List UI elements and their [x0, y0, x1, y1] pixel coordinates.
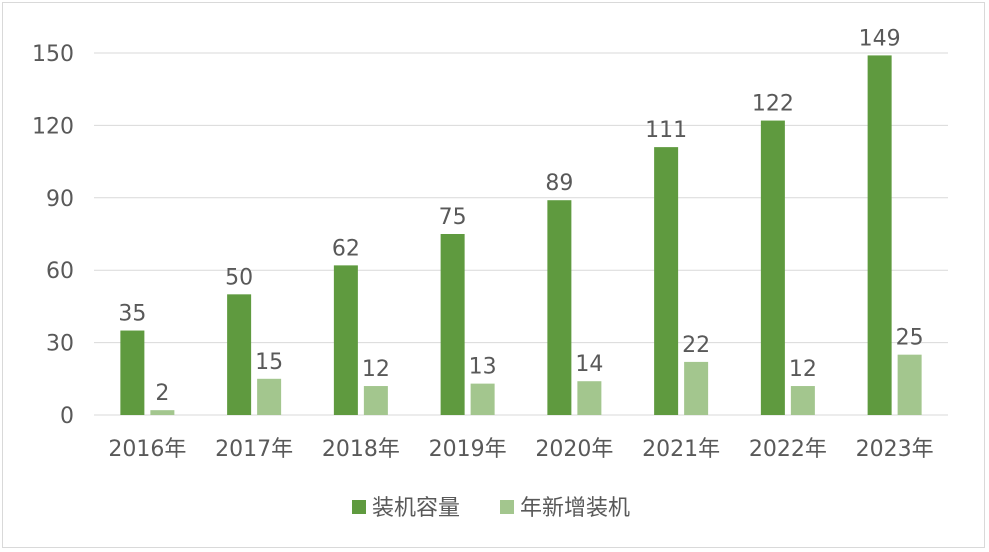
- bars: [120, 55, 922, 416]
- data-label: 12: [789, 357, 817, 382]
- y-tick-label: 120: [32, 114, 74, 139]
- bar-capacity: [440, 234, 465, 415]
- x-tick-label: 2017年: [215, 437, 293, 462]
- data-label: 35: [118, 302, 146, 327]
- y-tick-label: 90: [46, 187, 74, 212]
- x-axis-ticks: 2016年 2017年 2018年 2019年 2020年 2021年 2022年 2023年: [108, 437, 933, 462]
- bar-new-installed: [790, 386, 815, 415]
- data-label: 149: [859, 26, 901, 51]
- bar-capacity: [867, 55, 892, 416]
- bar-new-installed: [257, 378, 282, 415]
- legend: 装机容量 年新增装机: [352, 496, 630, 521]
- data-label: 14: [575, 352, 603, 377]
- x-tick-label: 2020年: [535, 437, 613, 462]
- x-tick-label: 2023年: [856, 437, 934, 462]
- data-label: 75: [439, 205, 467, 230]
- bar-new-installed: [363, 386, 388, 415]
- x-tick-label: 2021年: [642, 437, 720, 462]
- x-tick-label: 2018年: [322, 437, 400, 462]
- bar-capacity: [760, 120, 785, 415]
- data-label: 13: [469, 355, 497, 380]
- bar-new-installed: [684, 361, 709, 415]
- y-tick-label: 60: [46, 259, 74, 284]
- bar-new-installed: [897, 354, 922, 415]
- bar-capacity: [120, 330, 145, 415]
- bar-capacity: [333, 265, 358, 415]
- bar-new-installed: [470, 383, 495, 415]
- bar-capacity: [547, 200, 572, 415]
- data-label: 12: [362, 357, 390, 382]
- bar-new-installed: [150, 410, 175, 415]
- y-tick-label: 150: [32, 42, 74, 67]
- data-label: 122: [752, 92, 794, 117]
- data-labels: 35 2 50 15 62 12 75 13 89 14 111 22 122 12 149 25: [118, 26, 923, 406]
- x-tick-label: 2016年: [108, 437, 186, 462]
- data-label: 111: [645, 118, 687, 143]
- data-label: 22: [682, 333, 710, 358]
- y-tick-label: 30: [46, 332, 74, 357]
- x-tick-label: 2019年: [429, 437, 507, 462]
- bar-capacity: [227, 294, 252, 415]
- data-label: 89: [545, 171, 573, 196]
- x-tick-label: 2022年: [749, 437, 827, 462]
- y-axis-ticks: 0 30 60 90 120 150: [32, 42, 74, 429]
- legend-swatch: [352, 500, 366, 514]
- data-label: 50: [225, 265, 253, 290]
- bar-capacity: [654, 147, 679, 415]
- legend-label: 装机容量: [372, 496, 460, 521]
- data-label: 15: [255, 350, 283, 375]
- bar-new-installed: [577, 381, 602, 415]
- legend-swatch: [500, 500, 514, 514]
- gridlines: [94, 52, 948, 416]
- data-label: 25: [896, 326, 924, 351]
- data-label: 2: [155, 381, 169, 406]
- data-label: 62: [332, 236, 360, 261]
- legend-label: 年新增装机: [520, 496, 630, 521]
- y-tick-label: 0: [60, 404, 74, 429]
